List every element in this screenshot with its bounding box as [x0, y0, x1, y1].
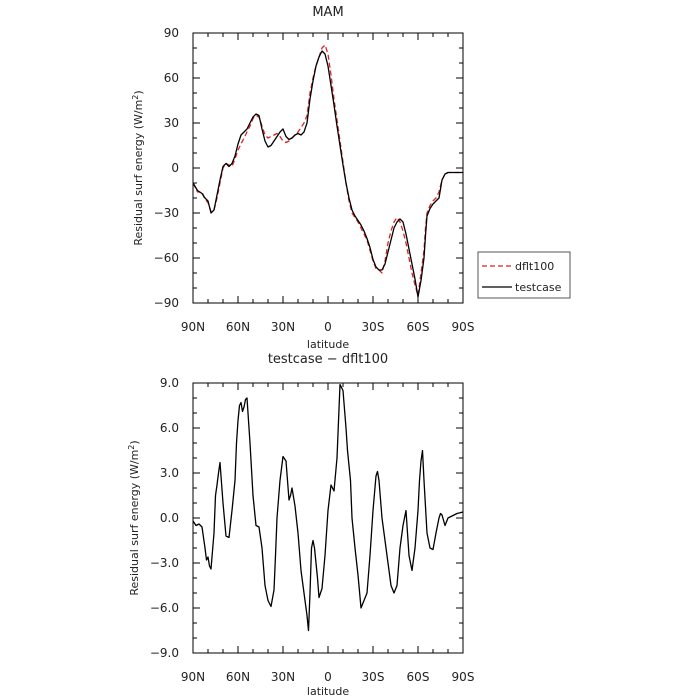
y-tick-label: −90 — [154, 296, 179, 310]
y-tick-label: −60 — [154, 251, 179, 265]
x-tick-label: 90N — [181, 320, 205, 334]
x-tick-label: 60S — [407, 670, 430, 684]
legend-box — [477, 251, 571, 299]
chart-title: testcase − dflt100 — [268, 352, 388, 367]
x-axis-label: latitude — [307, 685, 349, 698]
x-tick-label: 0 — [324, 670, 332, 684]
panel-top-chart: MAM latitude Residual surf energy (W/m2)… — [131, 5, 474, 351]
axis-ticks: 90N 60N 30N 0 30S 60S 90S 9.0 6.0 3.0 0.0 −3.0 −6.0 −… — [150, 376, 475, 684]
panel-bottom-chart: testcase − dflt100 latitude Residual sur… — [127, 352, 474, 698]
x-tick-label: 90N — [181, 670, 205, 684]
legend-label-dflt100: dflt100 — [515, 260, 554, 273]
y-tick-label: −30 — [154, 206, 179, 220]
x-tick-label: 30N — [271, 670, 295, 684]
legend-label-testcase: testcase — [515, 281, 562, 294]
y-tick-label: −3.0 — [150, 556, 179, 570]
y-axis-label: Residual surf energy (W/m2) — [127, 440, 141, 595]
x-tick-label: 30N — [271, 320, 295, 334]
x-tick-label: 60N — [226, 320, 250, 334]
axis-ticks: 90N 60N 30N 0 30S 60S 90S 90 60 30 0 −30 −60 −90 — [154, 26, 475, 334]
y-tick-label: 3.0 — [160, 466, 179, 480]
y-tick-label: 60 — [164, 71, 179, 85]
x-tick-label: 60N — [226, 670, 250, 684]
x-tick-label: 30S — [362, 320, 385, 334]
y-tick-label: 9.0 — [160, 376, 179, 390]
series-line-testcase — [192, 50, 463, 298]
y-tick-label: 6.0 — [160, 421, 179, 435]
x-axis-label: latitude — [307, 338, 349, 351]
y-axis-label: Residual surf energy (W/m2) — [131, 90, 145, 245]
y-tick-label: 0.0 — [160, 511, 179, 525]
y-tick-label: 90 — [164, 26, 179, 40]
x-tick-label: 60S — [407, 320, 430, 334]
x-tick-label: 30S — [362, 670, 385, 684]
y-tick-label: 0 — [171, 161, 179, 175]
y-tick-label: −9.0 — [150, 646, 179, 660]
series-line-testcase-dflt100 — [192, 383, 464, 632]
legend: dflt100 testcase — [477, 251, 571, 299]
chart-title: MAM — [312, 5, 343, 20]
y-tick-label: 30 — [164, 116, 179, 130]
series-group — [192, 44, 463, 298]
x-tick-label: 90S — [452, 320, 475, 334]
series-line-dflt100 — [192, 44, 463, 297]
x-tick-label: 0 — [324, 320, 332, 334]
series-group — [192, 383, 464, 632]
x-tick-label: 90S — [452, 670, 475, 684]
y-tick-label: −6.0 — [150, 601, 179, 615]
